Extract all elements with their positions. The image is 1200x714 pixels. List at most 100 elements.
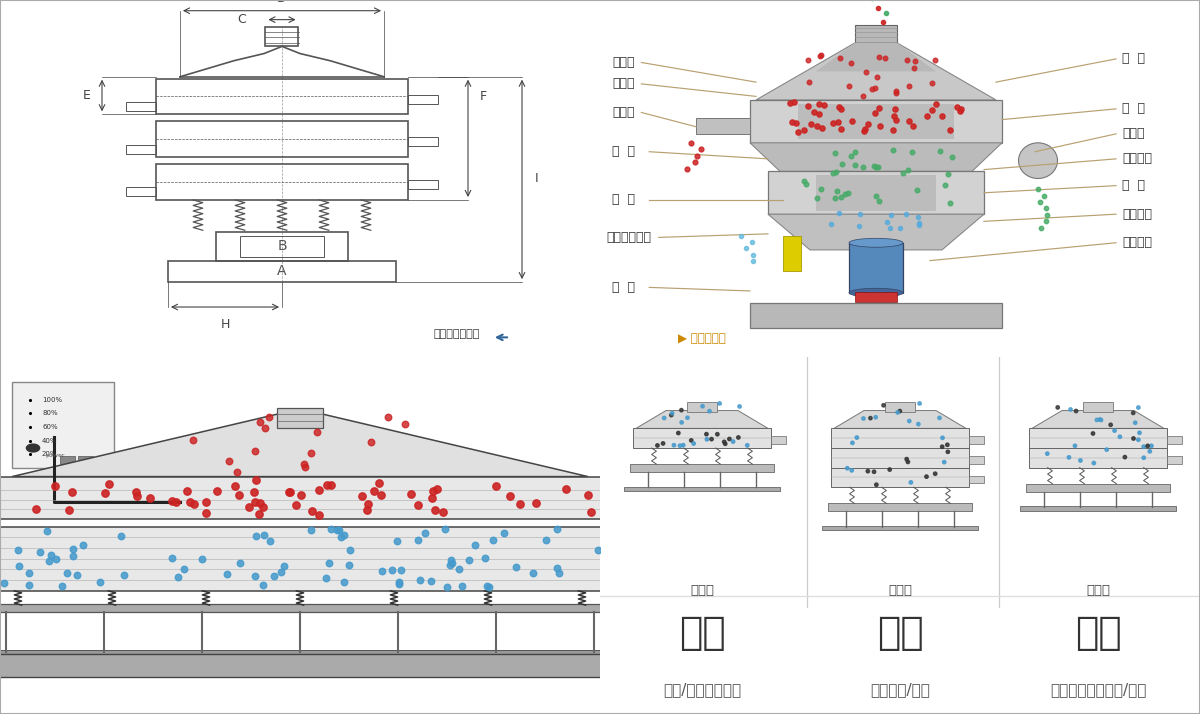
Bar: [1026, 484, 1170, 491]
Point: [794, 124, 814, 136]
Point: [295, 461, 314, 473]
Point: [743, 236, 762, 248]
Bar: [265, 27, 299, 46]
Point: [401, 488, 420, 499]
Bar: [612, 563, 635, 580]
Point: [440, 560, 460, 571]
Point: [410, 574, 430, 585]
Point: [368, 477, 388, 488]
Point: [648, 440, 667, 451]
Bar: [970, 456, 984, 464]
Point: [868, 161, 887, 173]
Point: [127, 491, 146, 502]
Point: [1048, 402, 1067, 413]
Bar: [1084, 401, 1114, 412]
Point: [794, 176, 814, 187]
Point: [823, 167, 842, 178]
Point: [582, 506, 601, 518]
Text: B: B: [277, 239, 287, 253]
Point: [1102, 419, 1121, 431]
Point: [1085, 458, 1104, 469]
Point: [672, 404, 691, 416]
Point: [785, 96, 804, 108]
Point: [682, 435, 701, 446]
Point: [287, 499, 306, 511]
Point: [1037, 203, 1056, 214]
Point: [1123, 407, 1142, 418]
Point: [310, 510, 329, 521]
Point: [523, 568, 542, 579]
Point: [708, 428, 727, 440]
Point: [396, 418, 415, 430]
Text: 颗粒/粉末准确分级: 颗粒/粉末准确分级: [662, 682, 742, 697]
Point: [886, 86, 905, 97]
Bar: [612, 498, 640, 513]
Point: [1105, 425, 1124, 436]
Bar: [970, 476, 984, 483]
Point: [925, 54, 944, 66]
Point: [486, 480, 505, 491]
Point: [193, 553, 212, 564]
Point: [685, 156, 704, 168]
Bar: [970, 436, 984, 444]
Bar: [750, 100, 1002, 143]
Point: [858, 466, 877, 477]
Bar: [277, 408, 323, 428]
Bar: [854, 25, 898, 43]
Point: [292, 489, 311, 501]
Point: [738, 440, 757, 451]
Point: [114, 569, 133, 580]
Point: [425, 505, 444, 516]
Bar: [408, 138, 438, 146]
Point: [788, 126, 808, 138]
Point: [932, 441, 952, 453]
Point: [1142, 440, 1162, 451]
Point: [330, 524, 349, 536]
Point: [724, 436, 743, 447]
Point: [1138, 440, 1157, 451]
Point: [832, 191, 851, 203]
Point: [682, 137, 701, 149]
Point: [866, 479, 886, 491]
Point: [1084, 428, 1103, 439]
Point: [782, 116, 802, 128]
Text: H: H: [221, 318, 229, 331]
Point: [38, 525, 58, 536]
Bar: [60, 456, 74, 464]
Point: [688, 150, 707, 161]
Point: [869, 102, 888, 114]
Point: [500, 491, 520, 502]
Point: [230, 558, 250, 569]
Point: [378, 411, 397, 423]
Point: [737, 243, 756, 254]
Point: [822, 218, 841, 229]
Point: [880, 464, 899, 476]
Bar: [0, 477, 612, 520]
Point: [67, 569, 86, 580]
Point: [1115, 451, 1134, 463]
Bar: [216, 232, 348, 261]
Point: [197, 507, 216, 518]
Point: [856, 123, 875, 134]
Bar: [0, 650, 624, 654]
Point: [1028, 183, 1048, 195]
Point: [810, 99, 829, 110]
Point: [732, 230, 751, 241]
Point: [181, 496, 200, 508]
Text: 筛  盘: 筛 盘: [1122, 179, 1145, 192]
Point: [697, 428, 716, 440]
Text: 加重块: 加重块: [1122, 127, 1145, 141]
Point: [860, 413, 880, 424]
Point: [0, 578, 14, 589]
Point: [19, 568, 38, 579]
Point: [361, 437, 380, 448]
Bar: [12, 382, 114, 468]
Point: [1066, 440, 1085, 451]
Point: [8, 544, 28, 555]
Text: C: C: [238, 13, 246, 26]
Text: 过滤: 过滤: [877, 614, 923, 652]
Point: [942, 151, 961, 163]
Bar: [408, 181, 438, 189]
Bar: [772, 436, 786, 444]
Point: [246, 531, 265, 542]
